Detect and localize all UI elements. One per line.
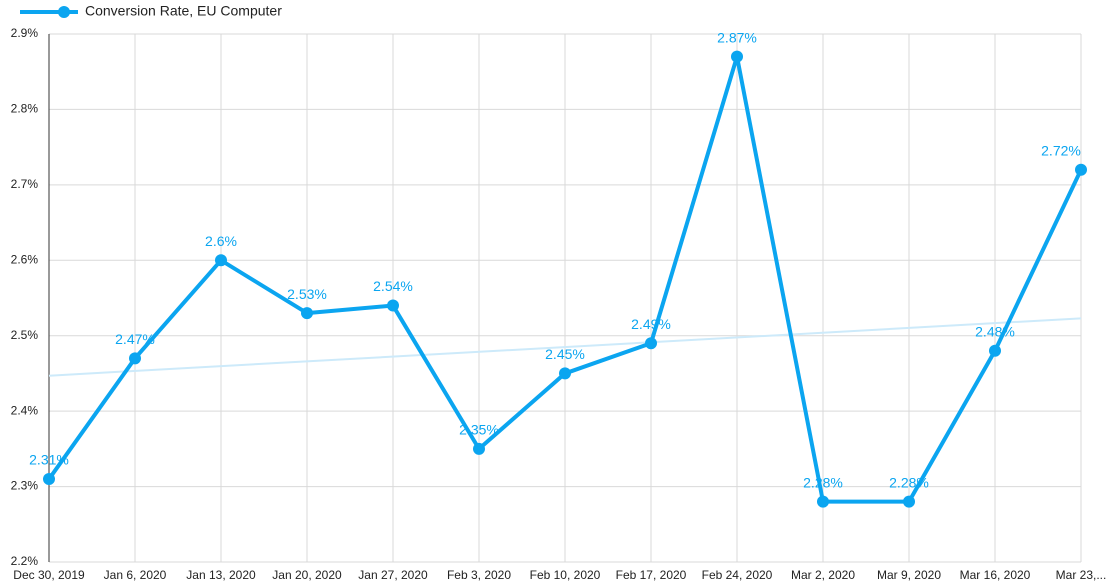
data-point: [387, 299, 399, 312]
data-point: [129, 352, 141, 365]
data-label: 2.35%: [459, 422, 499, 438]
y-tick-label: 2.7%: [11, 177, 39, 191]
x-tick-label: Jan 6, 2020: [104, 568, 167, 582]
data-label: 2.87%: [717, 29, 757, 45]
data-point: [731, 50, 743, 63]
y-tick-label: 2.9%: [11, 26, 39, 40]
data-label: 2.28%: [889, 474, 929, 490]
y-tick-label: 2.8%: [11, 102, 39, 116]
data-label: 2.31%: [29, 452, 69, 468]
data-label: 2.49%: [631, 316, 671, 332]
x-tick-label: Dec 30, 2019: [13, 568, 85, 582]
y-tick-label: 2.3%: [11, 479, 39, 493]
legend-label: Conversion Rate, EU Computer: [85, 3, 282, 19]
y-tick-label: 2.6%: [11, 252, 39, 266]
x-tick-label: Mar 16, 2020: [960, 568, 1031, 582]
data-label: 2.54%: [373, 278, 413, 294]
x-tick-label: Mar 23,...: [1056, 568, 1107, 582]
trend-line: [48, 317, 1082, 377]
x-tick-label: Jan 20, 2020: [272, 568, 342, 582]
data-point: [1075, 163, 1087, 176]
data-point: [817, 495, 829, 508]
data-label: 2.45%: [545, 346, 585, 362]
data-point: [559, 367, 571, 380]
y-tick-label: 2.5%: [11, 328, 39, 342]
data-label: 2.28%: [803, 474, 843, 490]
data-point: [301, 307, 313, 320]
data-label: 2.47%: [115, 331, 155, 347]
x-tick-label: Jan 27, 2020: [358, 568, 428, 582]
x-tick-label: Jan 13, 2020: [186, 568, 256, 582]
data-label: 2.72%: [1041, 142, 1081, 158]
y-tick-label: 2.4%: [11, 403, 39, 417]
data-label: 2.6%: [205, 233, 237, 249]
data-point: [215, 254, 227, 267]
x-tick-label: Feb 3, 2020: [447, 568, 511, 582]
legend-marker: [58, 6, 70, 18]
data-label: 2.48%: [975, 324, 1015, 340]
x-tick-label: Mar 9, 2020: [877, 568, 941, 582]
x-tick-label: Mar 2, 2020: [791, 568, 855, 582]
data-label: 2.53%: [287, 286, 327, 302]
x-tick-label: Feb 24, 2020: [702, 568, 773, 582]
data-point: [645, 337, 657, 350]
x-tick-label: Feb 17, 2020: [616, 568, 687, 582]
data-point: [43, 473, 55, 486]
data-point: [473, 442, 485, 455]
data-point: [989, 344, 1001, 357]
y-tick-label: 2.2%: [11, 554, 39, 568]
data-point: [903, 495, 915, 508]
x-tick-label: Feb 10, 2020: [530, 568, 601, 582]
